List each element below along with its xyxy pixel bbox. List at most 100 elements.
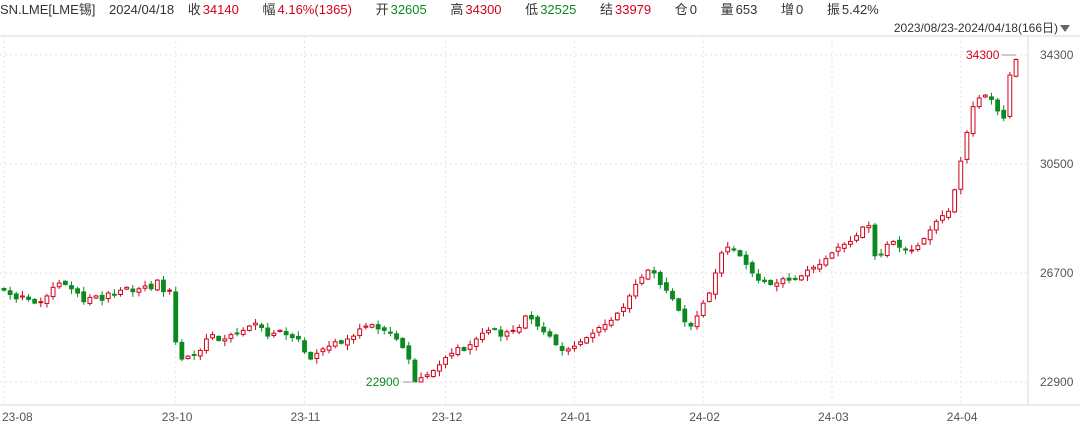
candle-up <box>332 341 338 347</box>
candle-down <box>26 296 31 300</box>
candle-down <box>338 340 344 344</box>
candle-up <box>915 245 921 250</box>
high-field: 高 34300 <box>450 0 511 20</box>
candle-up <box>645 269 651 280</box>
candle-down <box>553 334 559 346</box>
volume-field: 量 653 <box>721 0 768 20</box>
candle-up <box>44 295 50 304</box>
candle-down <box>99 294 105 301</box>
candle-down <box>1001 109 1007 119</box>
candle-up <box>357 328 363 337</box>
candle-up <box>1013 59 1019 77</box>
candle-up <box>970 106 976 135</box>
candle-down <box>688 322 694 327</box>
candle-down <box>786 277 792 281</box>
candle-up <box>87 296 93 304</box>
candle-down <box>216 335 222 341</box>
candle-down <box>878 253 884 256</box>
candle-up <box>424 374 430 378</box>
candle-down <box>412 359 418 383</box>
candle-down <box>302 340 307 353</box>
candle-down <box>492 328 498 331</box>
candle-down <box>406 345 412 360</box>
candle-up <box>602 324 608 330</box>
symbol-label: SN.LME[LME锡] <box>0 2 96 17</box>
candle-up <box>811 266 817 270</box>
candle-down <box>989 96 994 100</box>
candle-up <box>627 295 633 310</box>
y-tick-label: 22900 <box>1040 375 1074 389</box>
candle-up <box>118 289 123 296</box>
candle-down <box>191 353 197 356</box>
oi-value: 0 <box>689 2 698 17</box>
candle-down <box>559 345 565 351</box>
candle-up <box>105 292 111 300</box>
volume-value: 653 <box>735 2 758 17</box>
candle-up <box>136 288 142 293</box>
candle-down <box>762 279 767 283</box>
candle-down <box>657 271 663 285</box>
candle-up <box>437 364 442 372</box>
candle-up <box>596 327 602 333</box>
candle-up <box>964 131 970 160</box>
candle-up <box>167 289 173 292</box>
candle-up <box>939 215 945 221</box>
candle-up <box>142 285 148 289</box>
candle-up <box>780 278 786 285</box>
high-label: 高 <box>450 2 464 17</box>
date-label: 2024/04/18 <box>108 2 175 17</box>
change-field: 幅 4.16%(1365) <box>262 0 361 20</box>
y-tick-label: 34300 <box>1040 48 1074 62</box>
dropdown-triangle-icon[interactable] <box>1060 25 1070 33</box>
max-price-label: 34300 <box>966 48 1000 62</box>
candle-up <box>522 315 528 329</box>
candle-down <box>289 334 295 339</box>
candle-down <box>387 331 393 334</box>
close-label: 收 <box>187 2 201 17</box>
candle-up <box>467 344 473 350</box>
candle-up <box>614 312 620 321</box>
x-tick-label: 24-02 <box>689 410 720 424</box>
candle-down <box>755 273 761 281</box>
candle-down <box>111 293 117 296</box>
date-range-selector[interactable]: 2023/08/23-2024/04/18(166日) <box>894 19 1070 36</box>
candle-up <box>443 357 449 365</box>
candle-up <box>982 94 988 98</box>
x-tick-label: 24-04 <box>947 410 978 424</box>
candle-up <box>952 189 958 213</box>
candle-up <box>253 322 258 326</box>
candle-up <box>363 325 369 328</box>
candle-up <box>38 301 44 304</box>
candle-down <box>792 277 798 280</box>
x-tick-label: 23-12 <box>432 410 463 424</box>
candle-up <box>946 210 951 218</box>
candle-down <box>535 316 541 327</box>
candle-up <box>798 275 804 281</box>
candle-up <box>976 97 982 108</box>
oi-label: 仓 <box>674 2 688 17</box>
candle-up <box>774 282 780 287</box>
low-label: 低 <box>525 2 539 17</box>
candle-up <box>418 377 424 383</box>
candle-up <box>345 338 350 346</box>
x-tick-label: 23-11 <box>291 410 321 424</box>
volume-label: 量 <box>720 2 734 17</box>
candle-down <box>161 279 166 293</box>
candle-up <box>694 315 700 328</box>
candle-down <box>749 262 755 274</box>
candle-up <box>847 240 853 245</box>
candle-up <box>351 335 357 341</box>
candle-down <box>400 337 406 349</box>
candle-down <box>1 287 7 291</box>
open-value: 32605 <box>390 2 427 17</box>
candle-up <box>725 246 731 253</box>
candle-up <box>890 240 896 245</box>
candle-up <box>909 249 915 252</box>
open-field: 开 32605 <box>376 0 437 20</box>
candle-down <box>394 333 399 340</box>
candle-down <box>731 248 737 251</box>
candle-up <box>958 160 964 190</box>
high-value: 34300 <box>465 2 502 17</box>
candle-up <box>504 331 510 337</box>
